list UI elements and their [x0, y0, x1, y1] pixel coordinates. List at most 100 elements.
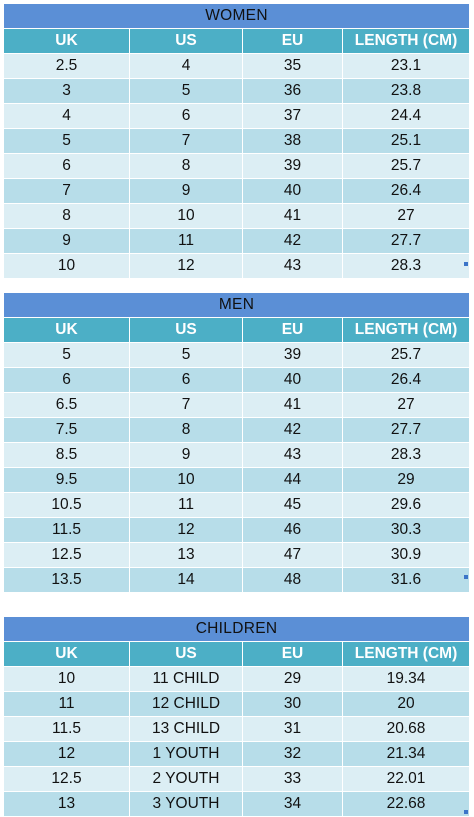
cell-uk: 11.5 [3, 716, 130, 742]
table-row: 7 9 40 26.4 [3, 178, 471, 204]
table-row: 12 1 YOUTH 32 21.34 [3, 741, 471, 767]
cell-length-cm: 30.3 [341, 517, 471, 543]
cell-uk: 13 [3, 791, 130, 817]
cell-eu: 36 [242, 78, 343, 104]
children-size-table: CHILDREN UK US EU LENGTH (CM) 10 11 CHILD 29 19.… [2, 616, 471, 817]
table-resize-handle-icon[interactable] [464, 810, 468, 814]
cell-length-cm: 29.6 [341, 492, 471, 518]
cell-length-cm: 26.4 [341, 178, 471, 204]
cell-length-cm: 30.9 [341, 542, 471, 568]
column-header-us: US [129, 28, 243, 54]
cell-length-cm: 21.34 [341, 741, 471, 767]
cell-uk: 5 [3, 128, 130, 154]
cell-us: 12 [129, 517, 243, 543]
cell-us: 11 [129, 492, 243, 518]
cell-uk: 9 [3, 228, 130, 254]
cell-us: 14 [129, 567, 243, 593]
cell-us: 6 [129, 103, 243, 129]
cell-uk: 6.5 [3, 392, 130, 418]
cell-eu: 40 [242, 367, 343, 393]
column-header-us: US [129, 641, 243, 667]
table-row: 4 6 37 24.4 [3, 103, 471, 129]
cell-eu: 42 [242, 228, 343, 254]
table-row: 8 10 41 27 [3, 203, 471, 229]
cell-us: 9 [129, 178, 243, 204]
table-row: 12.5 13 47 30.9 [3, 542, 471, 568]
cell-length-cm: 27 [341, 392, 471, 418]
cell-length-cm: 19.34 [341, 666, 471, 692]
column-header-length-cm: LENGTH (CM) [341, 641, 471, 667]
cell-eu: 42 [242, 417, 343, 443]
table-row: 11 12 CHILD 30 20 [3, 691, 471, 717]
cell-uk: 8 [3, 203, 130, 229]
table-resize-handle-icon[interactable] [464, 262, 468, 266]
cell-uk: 9.5 [3, 467, 130, 493]
cell-uk: 10 [3, 253, 130, 279]
table-row: 5 5 39 25.7 [3, 342, 471, 368]
cell-uk: 6 [3, 367, 130, 393]
table-row: 5 7 38 25.1 [3, 128, 471, 154]
column-header-eu: EU [242, 317, 343, 343]
column-header-length-cm: LENGTH (CM) [341, 317, 471, 343]
column-header-uk: UK [3, 28, 130, 54]
cell-us: 7 [129, 392, 243, 418]
table-row: 13.5 14 48 31.6 [3, 567, 471, 593]
table-row: 9.5 10 44 29 [3, 467, 471, 493]
cell-us: 12 [129, 253, 243, 279]
table-row: 6 8 39 25.7 [3, 153, 471, 179]
cell-eu: 33 [242, 766, 343, 792]
cell-uk: 10 [3, 666, 130, 692]
column-header-length-cm: LENGTH (CM) [341, 28, 471, 54]
cell-length-cm: 24.4 [341, 103, 471, 129]
cell-uk: 7 [3, 178, 130, 204]
cell-eu: 32 [242, 741, 343, 767]
cell-length-cm: 27.7 [341, 228, 471, 254]
table-row: 7.5 8 42 27.7 [3, 417, 471, 443]
cell-uk: 12 [3, 741, 130, 767]
table-row: 3 5 36 23.8 [3, 78, 471, 104]
cell-uk: 12.5 [3, 542, 130, 568]
men-size-table: MEN UK US EU LENGTH (CM) 5 5 39 25.7 6 6 40 26.4 6.5 7… [2, 292, 471, 593]
cell-eu: 47 [242, 542, 343, 568]
children-table-title: CHILDREN [2, 616, 471, 642]
men-table-title: MEN [2, 292, 471, 318]
cell-eu: 43 [242, 253, 343, 279]
table-row: 6 6 40 26.4 [3, 367, 471, 393]
cell-eu: 34 [242, 791, 343, 817]
cell-uk: 11.5 [3, 517, 130, 543]
cell-us: 5 [129, 342, 243, 368]
cell-eu: 39 [242, 342, 343, 368]
cell-eu: 43 [242, 442, 343, 468]
cell-us: 10 [129, 203, 243, 229]
cell-us: 13 [129, 542, 243, 568]
table-resize-handle-icon[interactable] [464, 575, 468, 579]
cell-length-cm: 27.7 [341, 417, 471, 443]
cell-uk: 6 [3, 153, 130, 179]
women-table-title: WOMEN [2, 3, 471, 29]
table-row: 2.5 4 35 23.1 [3, 53, 471, 79]
table-row: 8.5 9 43 28.3 [3, 442, 471, 468]
column-header-us: US [129, 317, 243, 343]
table-row: 9 11 42 27.7 [3, 228, 471, 254]
cell-us: 11 [129, 228, 243, 254]
cell-us: 8 [129, 153, 243, 179]
cell-eu: 30 [242, 691, 343, 717]
cell-us: 7 [129, 128, 243, 154]
cell-us: 11 CHILD [129, 666, 243, 692]
cell-uk: 13.5 [3, 567, 130, 593]
cell-us: 1 YOUTH [129, 741, 243, 767]
column-header-eu: EU [242, 28, 343, 54]
cell-uk: 3 [3, 78, 130, 104]
cell-us: 9 [129, 442, 243, 468]
table-row: 11.5 12 46 30.3 [3, 517, 471, 543]
cell-uk: 11 [3, 691, 130, 717]
table-row: 11.5 13 CHILD 31 20.68 [3, 716, 471, 742]
column-header-uk: UK [3, 317, 130, 343]
cell-eu: 41 [242, 392, 343, 418]
table-row: 10 11 CHILD 29 19.34 [3, 666, 471, 692]
cell-eu: 29 [242, 666, 343, 692]
cell-uk: 7.5 [3, 417, 130, 443]
cell-eu: 46 [242, 517, 343, 543]
cell-eu: 38 [242, 128, 343, 154]
cell-length-cm: 28.3 [341, 253, 471, 279]
